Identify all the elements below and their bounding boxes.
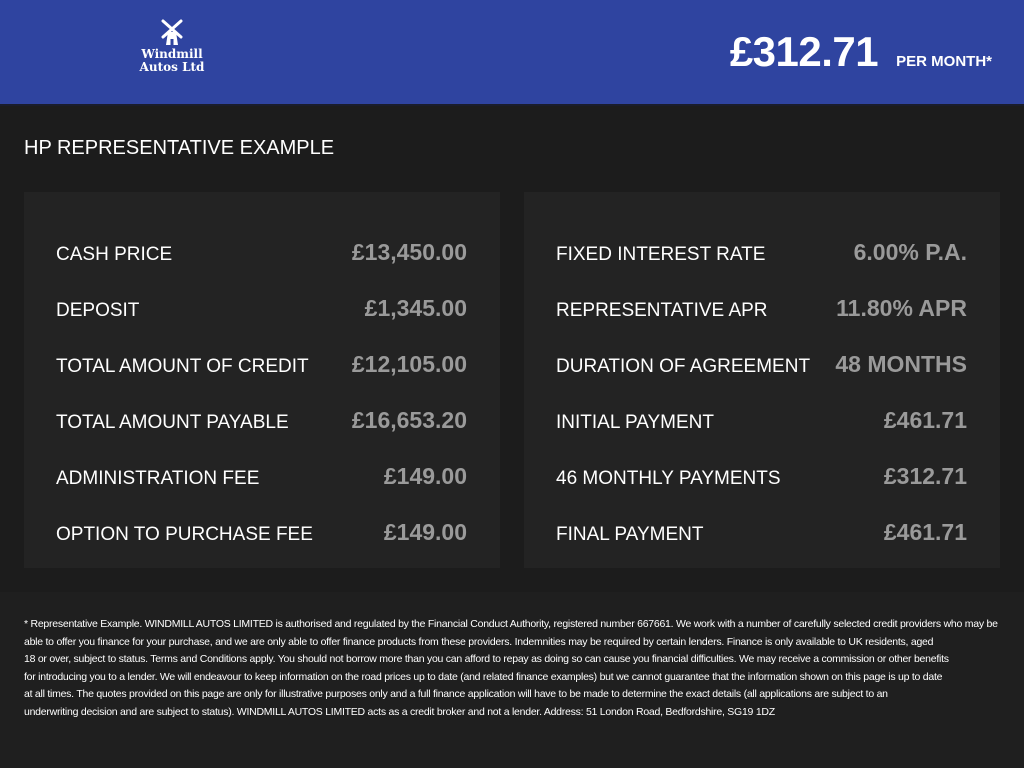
disclaimer-line: underwriting decision and are subject to… [24,705,775,718]
finance-row: OPTION TO PURCHASE FEE £149.00 [56,504,467,560]
row-label: TOTAL AMOUNT OF CREDIT [56,356,309,377]
price-suffix: PER MONTH* [896,53,992,70]
logo-line-2: Autos Ltd [139,60,205,74]
finance-panel-right: FIXED INTEREST RATE 6.00% P.A. REPRESENTA… [524,192,1000,568]
logo[interactable]: Windmill Autos Ltd [130,18,214,74]
finance-row: INITIAL PAYMENT £461.71 [556,392,967,448]
disclaimer-line: for introducing you to a lender. We will… [24,670,943,683]
row-value: 6.00% P.A. [853,238,967,265]
disclaimer-line: able to offer you finance for your purch… [24,635,934,648]
disclaimer-line: 18 or over, subject to status. Terms and… [24,653,949,665]
disclaimer: * Representative Example. WINDMILL AUTOS… [0,592,1024,768]
row-label: INITIAL PAYMENT [556,412,715,433]
row-value: £149.00 [383,462,467,489]
windmill-icon [161,19,183,45]
row-label: ADMINISTRATION FEE [56,468,260,489]
row-label: DURATION OF AGREEMENT [556,356,811,377]
price-amount: £312.71 [729,28,879,75]
row-value: 11.80% APR [836,294,967,321]
row-value: 48 MONTHS [835,350,967,377]
finance-row: FINAL PAYMENT £461.71 [556,504,967,560]
row-label: TOTAL AMOUNT PAYABLE [56,412,289,433]
finance-row: 46 MONTHLY PAYMENTS £312.71 [556,448,967,504]
row-label: FIXED INTEREST RATE [556,244,766,265]
row-label: FINAL PAYMENT [556,524,704,545]
row-label: 46 MONTHLY PAYMENTS [556,468,781,489]
row-value: £13,450.00 [351,238,467,265]
row-value: £16,653.20 [351,406,467,433]
finance-row: REPRESENTATIVE APR 11.80% APR [556,280,967,336]
finance-row: TOTAL AMOUNT OF CREDIT £12,105.00 [56,336,467,392]
row-value: £1,345.00 [364,294,467,321]
row-value: £312.71 [883,462,967,489]
header: Windmill Autos Ltd £312.71 PER MONTH* [0,0,1024,104]
row-label: DEPOSIT [56,300,140,321]
monthly-price: £312.71 PER MONTH* [730,28,992,76]
finance-row: DURATION OF AGREEMENT 48 MONTHS [556,336,967,392]
finance-panel-left: CASH PRICE £13,450.00 DEPOSIT £1,345.00 TO… [24,192,500,568]
finance-row: CASH PRICE £13,450.00 [56,224,467,280]
divider [0,104,1024,106]
finance-row: FIXED INTEREST RATE 6.00% P.A. [556,224,967,280]
finance-row: ADMINISTRATION FEE £149.00 [56,448,467,504]
row-label: REPRESENTATIVE APR [556,300,768,321]
row-value: £149.00 [383,518,467,545]
row-label: OPTION TO PURCHASE FEE [56,524,313,545]
finance-row: DEPOSIT £1,345.00 [56,280,467,336]
finance-row: TOTAL AMOUNT PAYABLE £16,653.20 [56,392,467,448]
logo-line-1: Windmill [141,47,203,61]
row-value: £461.71 [883,518,967,545]
row-value: £461.71 [883,406,967,433]
page-title: HP REPRESENTATIVE EXAMPLE [24,137,335,159]
row-label: CASH PRICE [56,244,173,265]
row-value: £12,105.00 [351,350,467,377]
disclaimer-line: * Representative Example. WINDMILL AUTOS… [24,618,998,630]
disclaimer-line: at all times. The quotes provided on thi… [24,688,888,700]
